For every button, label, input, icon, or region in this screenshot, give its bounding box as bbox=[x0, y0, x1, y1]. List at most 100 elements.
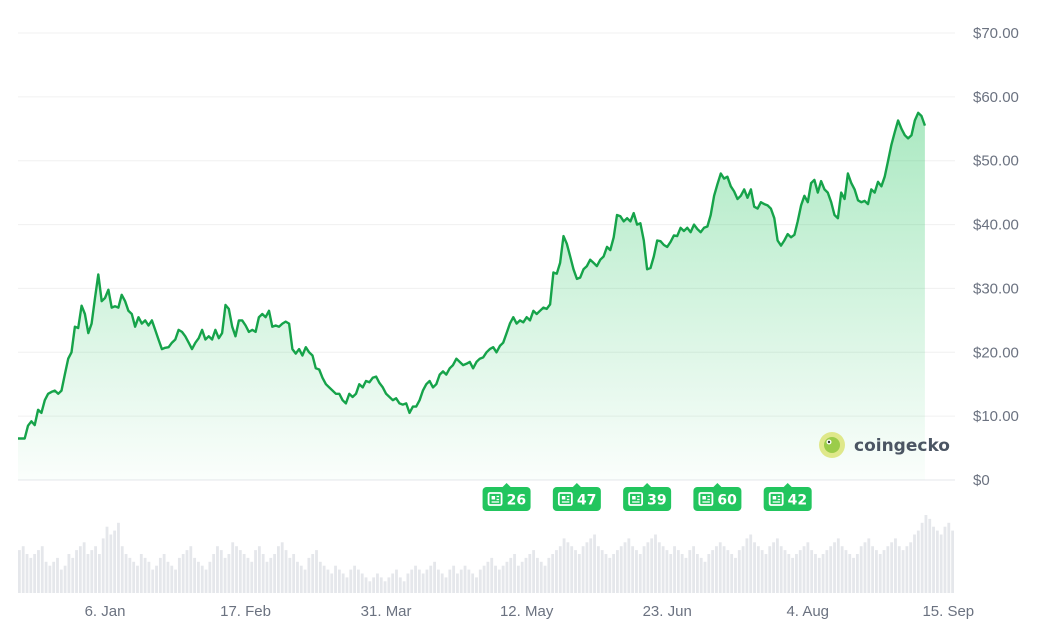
news-badges[interactable]: 26 47 39 60 42 bbox=[482, 483, 812, 511]
newspaper-icon bbox=[557, 492, 573, 506]
volume-bar bbox=[368, 581, 372, 593]
volume-bar bbox=[299, 565, 303, 593]
y-tick-label: $20.00 bbox=[973, 344, 1019, 361]
volume-bar bbox=[795, 554, 798, 593]
volume-bar bbox=[577, 554, 581, 593]
volume-bar bbox=[223, 557, 227, 593]
volume-bar bbox=[78, 546, 82, 593]
volume-bar bbox=[261, 554, 265, 593]
news-badge[interactable]: 39 bbox=[623, 483, 672, 511]
news-badge[interactable]: 26 bbox=[482, 483, 531, 511]
volume-bar bbox=[341, 573, 345, 593]
volume-bar bbox=[589, 538, 593, 593]
news-badge-pointer bbox=[713, 483, 722, 487]
volume-bar bbox=[63, 565, 67, 593]
volume-bar bbox=[947, 522, 951, 593]
volume-bar bbox=[699, 557, 703, 593]
news-badge[interactable]: 60 bbox=[693, 483, 742, 511]
volume-bar bbox=[760, 550, 764, 593]
volume-bar bbox=[318, 561, 322, 593]
volume-bar bbox=[783, 550, 787, 593]
volume-bar bbox=[417, 569, 421, 593]
volume-bar bbox=[212, 554, 216, 593]
volume-bar bbox=[882, 550, 886, 593]
volume-bar bbox=[916, 530, 920, 593]
volume-bar bbox=[284, 550, 288, 593]
volume-bar bbox=[246, 557, 250, 593]
volume-bar bbox=[200, 565, 204, 593]
volume-bar bbox=[730, 554, 734, 593]
volume-bar bbox=[292, 554, 296, 593]
volume-bar bbox=[608, 557, 612, 593]
volume-bar bbox=[490, 557, 494, 593]
volume-bars bbox=[18, 515, 954, 593]
volume-bar bbox=[791, 557, 795, 593]
volume-bar bbox=[684, 557, 688, 593]
volume-bar bbox=[638, 554, 642, 593]
volume-bar bbox=[151, 569, 155, 593]
y-axis-labels: $70.00 $60.00 $50.00 $40.00 $30.00 $20.00 $10.… bbox=[973, 25, 1019, 489]
news-badge[interactable]: 47 bbox=[552, 483, 601, 511]
volume-bar bbox=[311, 554, 315, 593]
volume-bar bbox=[372, 577, 376, 593]
volume-bar bbox=[814, 554, 817, 593]
volume-bar bbox=[216, 546, 219, 593]
volume-bar bbox=[855, 554, 859, 593]
news-badge-pointer bbox=[502, 483, 511, 487]
volume-bar bbox=[901, 550, 905, 593]
volume-bar bbox=[82, 542, 86, 593]
volume-bar bbox=[21, 546, 25, 593]
volume-bar bbox=[170, 565, 174, 593]
volume-bar bbox=[288, 557, 292, 593]
volume-bar bbox=[669, 554, 673, 593]
news-badge-count: 26 bbox=[507, 493, 526, 509]
volume-bar bbox=[840, 546, 844, 593]
volume-bar bbox=[897, 546, 901, 593]
volume-bar bbox=[494, 565, 497, 593]
volume-bar bbox=[867, 538, 871, 593]
news-badge-count: 42 bbox=[788, 493, 807, 509]
volume-bar bbox=[40, 546, 44, 593]
volume-bar bbox=[471, 573, 475, 593]
volume-bar bbox=[242, 554, 246, 593]
volume-bar bbox=[90, 550, 94, 593]
volume-bar bbox=[505, 561, 509, 593]
newspaper-icon bbox=[768, 492, 784, 506]
volume-bar bbox=[29, 557, 33, 593]
x-tick-label: 15. Sep bbox=[922, 603, 974, 620]
volume-bar bbox=[71, 557, 75, 593]
y-tick-label: $10.00 bbox=[973, 408, 1019, 425]
price-area bbox=[18, 112, 925, 481]
news-badge[interactable]: 42 bbox=[763, 483, 812, 511]
volume-bar bbox=[433, 561, 436, 593]
volume-bar bbox=[596, 546, 600, 593]
volume-bar bbox=[448, 569, 452, 593]
volume-bar bbox=[806, 542, 810, 593]
volume-bar bbox=[478, 569, 482, 593]
volume-bar bbox=[307, 557, 311, 593]
volume-bar bbox=[273, 554, 277, 593]
volume-bar bbox=[501, 565, 505, 593]
volume-bar bbox=[37, 550, 40, 593]
volume-bar bbox=[574, 550, 577, 593]
volume-bar bbox=[353, 565, 356, 593]
volume-bar bbox=[429, 565, 433, 593]
volume-bar bbox=[120, 546, 124, 593]
volume-bar bbox=[654, 534, 657, 593]
y-tick-label: $0 bbox=[973, 472, 990, 489]
volume-bar bbox=[280, 542, 284, 593]
x-tick-label: 17. Feb bbox=[220, 603, 271, 620]
volume-bar bbox=[913, 534, 916, 593]
volume-bar bbox=[600, 550, 604, 593]
newspaper-icon bbox=[628, 492, 644, 506]
volume-bar bbox=[943, 526, 947, 593]
volume-bar bbox=[848, 554, 852, 593]
volume-bar bbox=[558, 546, 562, 593]
volume-bar bbox=[520, 561, 524, 593]
volume-bar bbox=[345, 577, 349, 593]
volume-bar bbox=[692, 546, 695, 593]
volume-bar bbox=[680, 554, 684, 593]
y-tick-label: $50.00 bbox=[973, 153, 1019, 170]
volume-bar bbox=[379, 577, 383, 593]
x-axis-labels: 6. Jan 17. Feb 31. Mar 12. May 23. Jun 4. Aug… bbox=[85, 603, 975, 620]
